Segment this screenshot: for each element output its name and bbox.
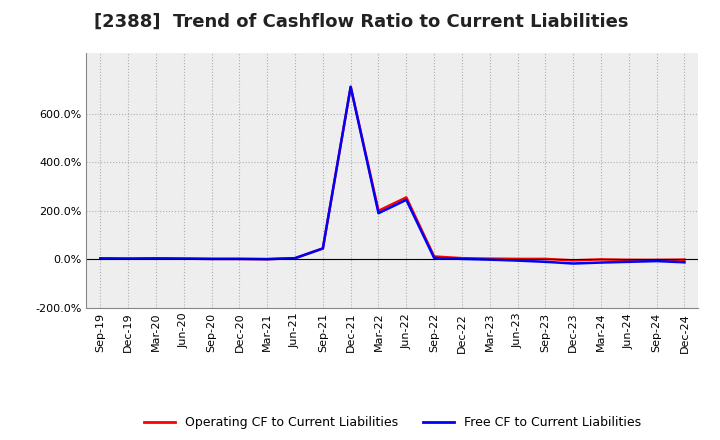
- Free CF to Current Liabilities: [152, 256, 161, 261]
- Free CF to Current Liabilities: [235, 256, 243, 261]
- Operating CF to Current Liabilities: [624, 257, 633, 263]
- Operating CF to Current Liabilities: [374, 208, 383, 213]
- Operating CF to Current Liabilities: [291, 256, 300, 261]
- Free CF to Current Liabilities: [541, 259, 550, 264]
- Legend: Operating CF to Current Liabilities, Free CF to Current Liabilities: Operating CF to Current Liabilities, Fre…: [138, 411, 647, 434]
- Operating CF to Current Liabilities: [569, 258, 577, 263]
- Operating CF to Current Liabilities: [96, 256, 104, 261]
- Operating CF to Current Liabilities: [179, 256, 188, 261]
- Free CF to Current Liabilities: [374, 211, 383, 216]
- Operating CF to Current Liabilities: [235, 256, 243, 261]
- Operating CF to Current Liabilities: [402, 195, 410, 200]
- Free CF to Current Liabilities: [346, 84, 355, 89]
- Operating CF to Current Liabilities: [541, 256, 550, 261]
- Free CF to Current Liabilities: [485, 257, 494, 262]
- Free CF to Current Liabilities: [458, 256, 467, 261]
- Operating CF to Current Liabilities: [346, 84, 355, 89]
- Free CF to Current Liabilities: [402, 197, 410, 202]
- Operating CF to Current Liabilities: [263, 257, 271, 262]
- Free CF to Current Liabilities: [96, 256, 104, 261]
- Operating CF to Current Liabilities: [430, 254, 438, 259]
- Operating CF to Current Liabilities: [318, 246, 327, 251]
- Operating CF to Current Liabilities: [597, 257, 606, 262]
- Operating CF to Current Liabilities: [152, 256, 161, 261]
- Free CF to Current Liabilities: [652, 258, 661, 264]
- Free CF to Current Liabilities: [624, 259, 633, 264]
- Operating CF to Current Liabilities: [652, 257, 661, 263]
- Line: Free CF to Current Liabilities: Free CF to Current Liabilities: [100, 87, 685, 264]
- Free CF to Current Liabilities: [597, 260, 606, 265]
- Operating CF to Current Liabilities: [458, 256, 467, 261]
- Operating CF to Current Liabilities: [680, 257, 689, 262]
- Text: [2388]  Trend of Cashflow Ratio to Current Liabilities: [2388] Trend of Cashflow Ratio to Curren…: [94, 13, 628, 31]
- Line: Operating CF to Current Liabilities: Operating CF to Current Liabilities: [100, 87, 685, 260]
- Free CF to Current Liabilities: [179, 256, 188, 261]
- Free CF to Current Liabilities: [207, 256, 216, 261]
- Free CF to Current Liabilities: [318, 246, 327, 251]
- Free CF to Current Liabilities: [680, 260, 689, 265]
- Free CF to Current Liabilities: [569, 261, 577, 266]
- Operating CF to Current Liabilities: [207, 256, 216, 261]
- Free CF to Current Liabilities: [124, 256, 132, 261]
- Operating CF to Current Liabilities: [124, 256, 132, 261]
- Operating CF to Current Liabilities: [513, 256, 522, 261]
- Free CF to Current Liabilities: [291, 256, 300, 261]
- Free CF to Current Liabilities: [513, 258, 522, 263]
- Operating CF to Current Liabilities: [485, 256, 494, 261]
- Free CF to Current Liabilities: [263, 257, 271, 262]
- Free CF to Current Liabilities: [430, 255, 438, 260]
